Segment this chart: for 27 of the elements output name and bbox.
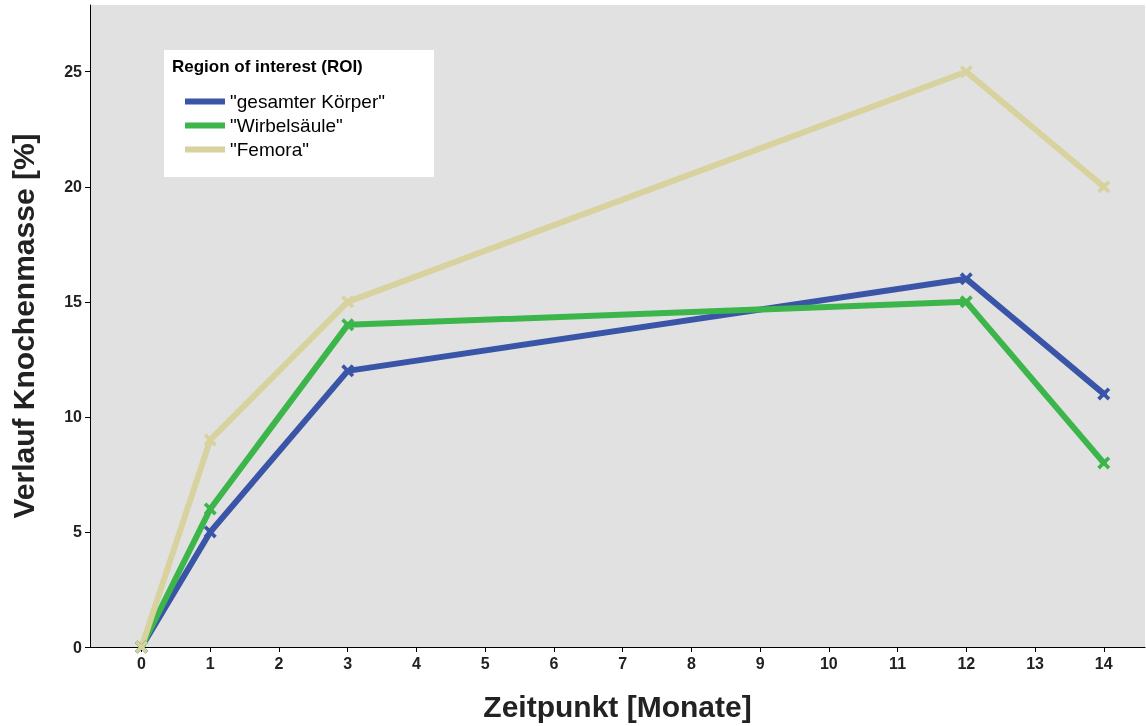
y-tick-label: 10 (64, 408, 83, 426)
x-tick-label: 1 (205, 654, 215, 672)
x-tick-label: 10 (819, 654, 838, 672)
x-tick-label: 0 (137, 654, 147, 672)
legend-label: "Wirbelsäule" (230, 115, 343, 136)
x-tick-label: 4 (412, 654, 422, 672)
x-tick-label: 8 (686, 654, 696, 672)
x-tick-label: 6 (549, 654, 559, 672)
x-tick-label: 7 (618, 654, 628, 672)
x-tick-label: 9 (755, 654, 765, 672)
y-tick-label: 15 (64, 293, 83, 311)
x-tick-label: 13 (1026, 654, 1045, 672)
legend-title: Region of interest (ROI) (172, 57, 363, 76)
legend-label: "gesamter Körper" (230, 91, 385, 112)
y-tick-label: 25 (64, 63, 83, 81)
x-axis-title: Zeitpunkt [Monate] (483, 689, 752, 723)
x-tick-label: 12 (957, 654, 976, 672)
y-axis-title: Verlauf Knochenmasse [%] (6, 133, 40, 519)
x-tick-label: 3 (343, 654, 353, 672)
y-tick-label: 5 (73, 523, 83, 541)
x-tick-label: 11 (889, 654, 907, 672)
legend-label: "Femora" (230, 139, 309, 160)
x-tick-label: 2 (274, 654, 284, 672)
y-tick-label: 0 (73, 638, 83, 656)
x-tick-label: 14 (1094, 654, 1113, 672)
x-tick-label: 5 (480, 654, 490, 672)
y-tick-label: 20 (64, 178, 83, 196)
